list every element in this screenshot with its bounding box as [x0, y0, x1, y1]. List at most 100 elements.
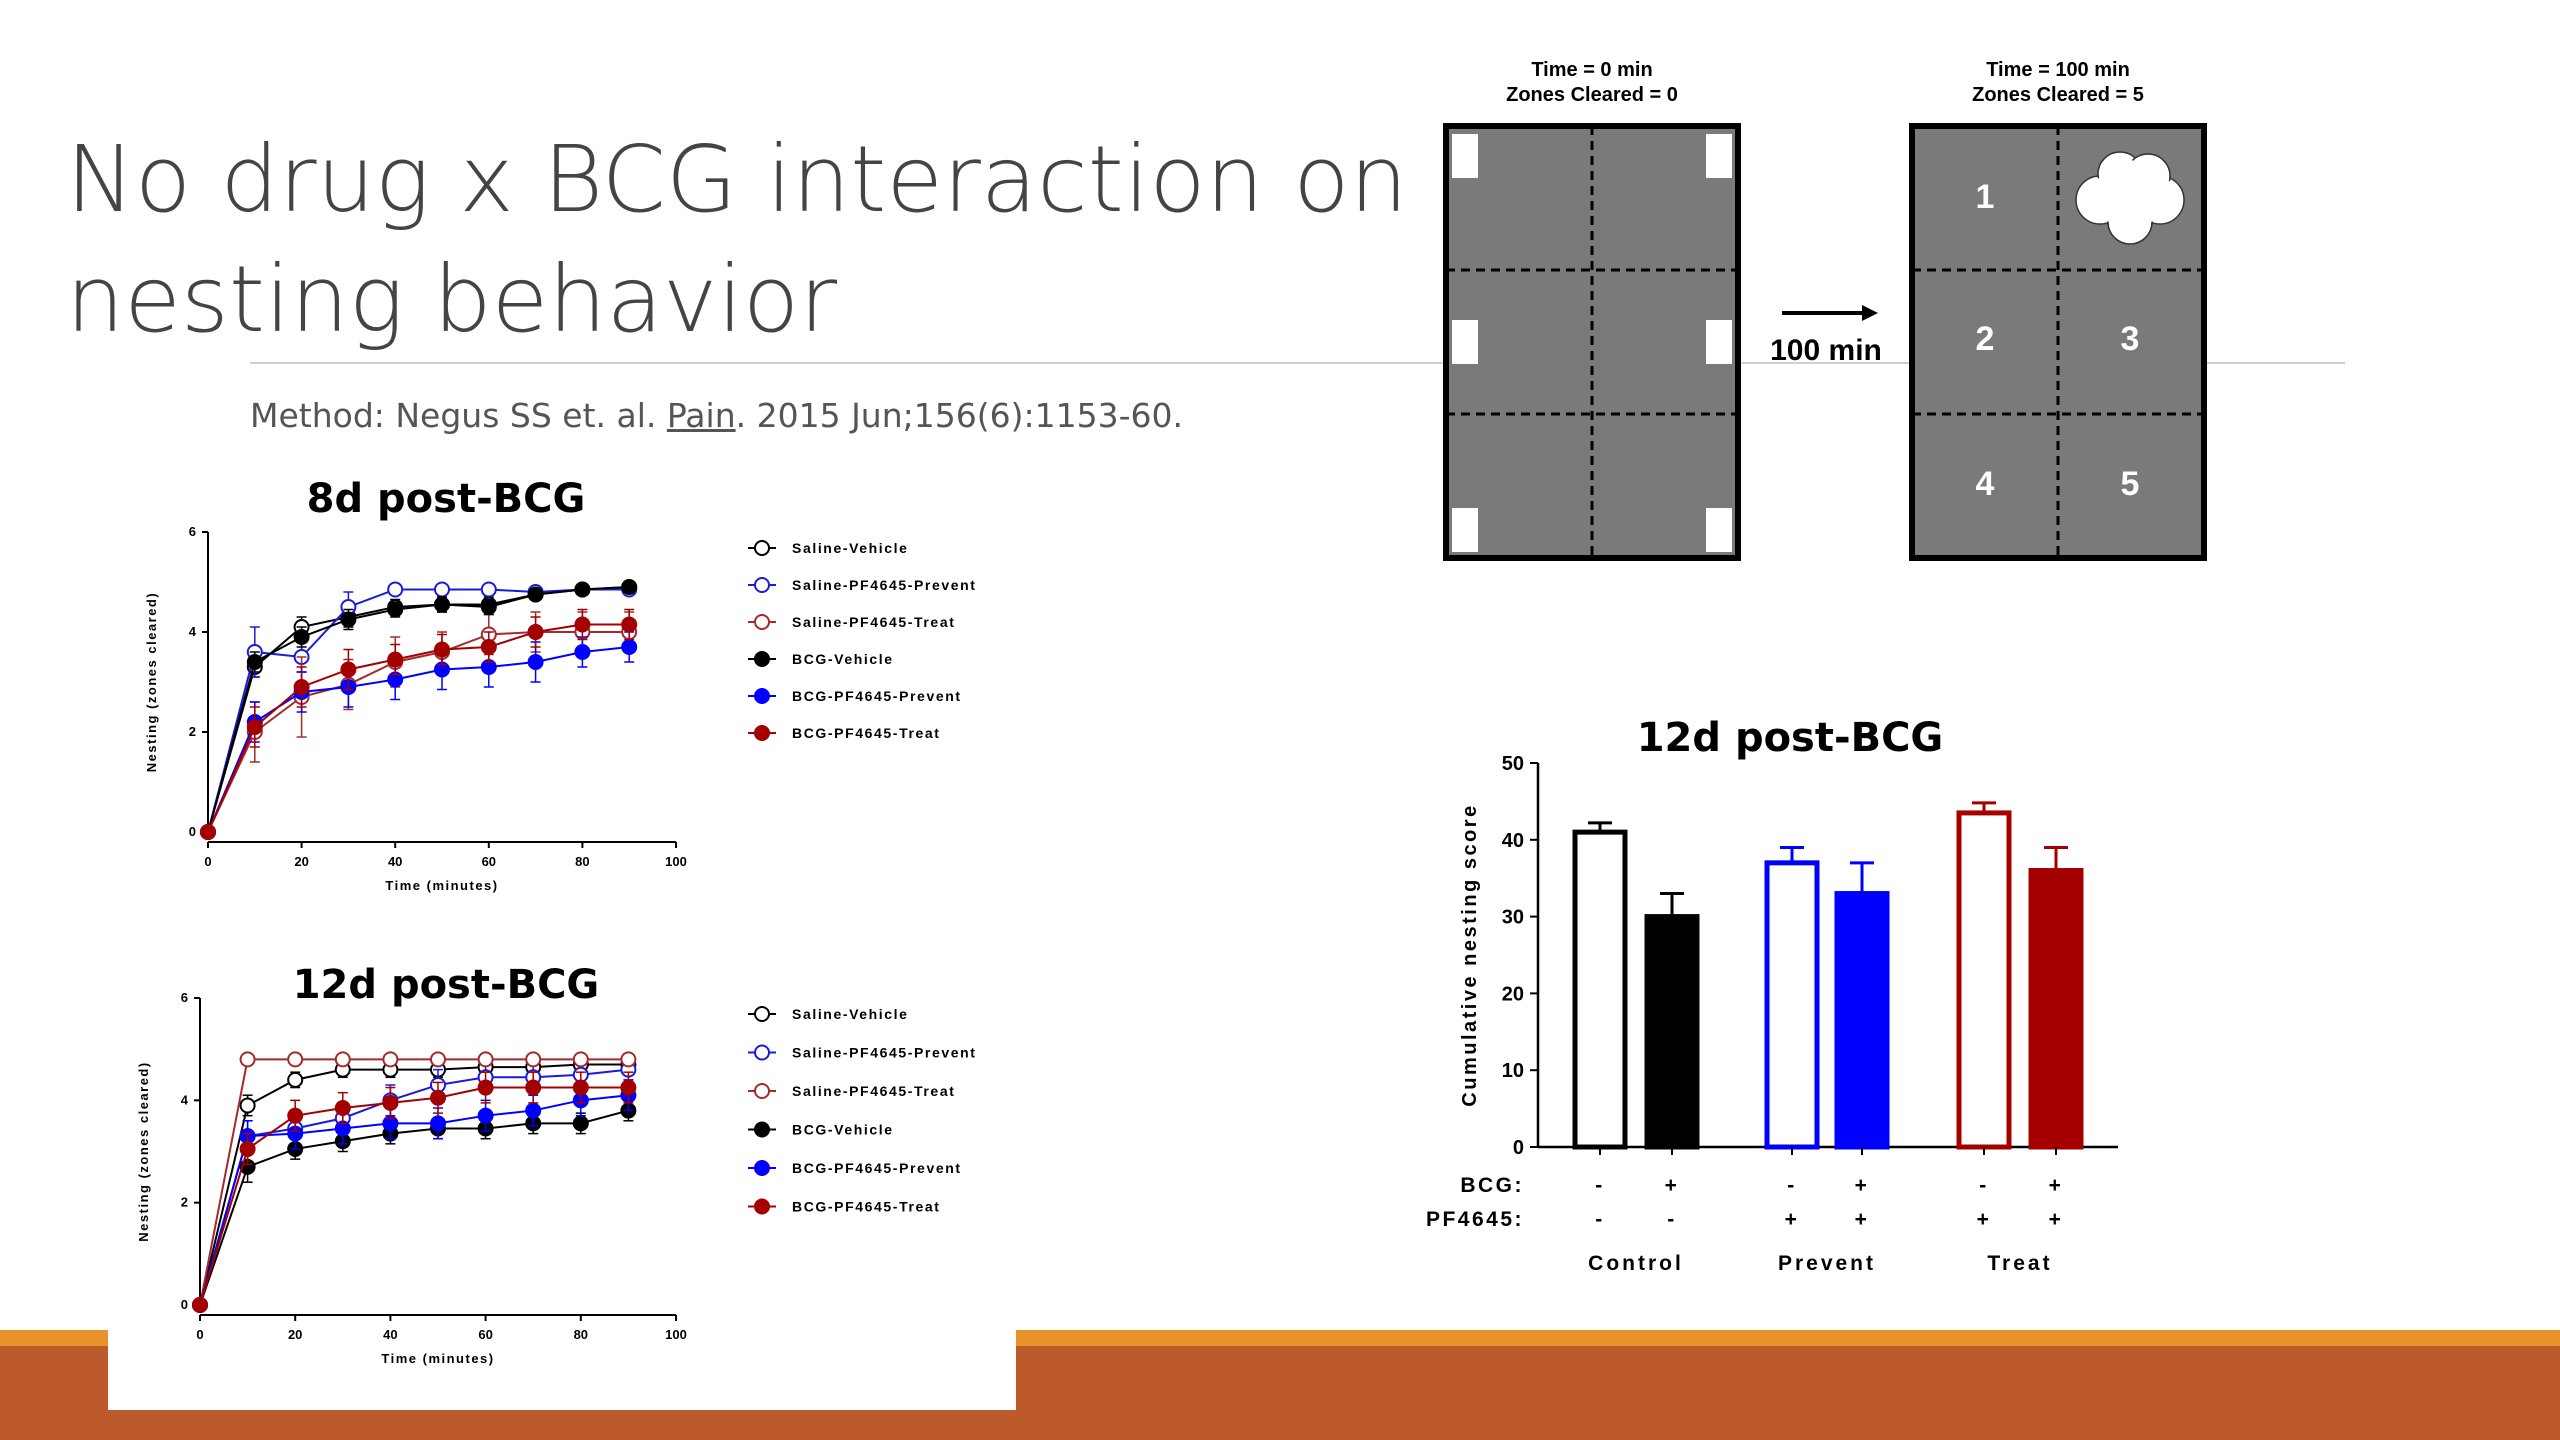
data-point — [430, 1115, 446, 1132]
series-line — [199, 1094, 629, 1306]
legend-label: Saline-PF4645-Treat — [792, 614, 955, 630]
x-axis-label: Time (minutes) — [385, 878, 498, 893]
series-line — [207, 586, 630, 833]
series-line — [199, 1086, 629, 1306]
nesting-material — [1706, 134, 1732, 178]
data-point — [287, 1107, 304, 1124]
series-line — [207, 646, 630, 833]
bar-chart-12d: 12d post-BCG 0 10 20 30 40 50 Cumulative nestin… — [1426, 715, 2118, 1275]
legend-marker — [754, 540, 770, 556]
data-point — [382, 1051, 399, 1068]
legend-label: Saline-PF4645-Prevent — [792, 577, 977, 593]
legend-label: BCG-Vehicle — [792, 651, 894, 667]
x-tick-label: 100 — [665, 854, 687, 869]
data-point — [334, 1051, 351, 1068]
group-label: Treat — [1987, 1252, 2052, 1275]
nest-cloud-icon — [2075, 151, 2185, 245]
data-point — [525, 1051, 542, 1068]
data-point — [572, 1079, 589, 1096]
bcg-sign: + — [1855, 1174, 1870, 1197]
data-point — [192, 1297, 208, 1313]
data-point — [434, 641, 450, 658]
chart-title: 12d post-BCG — [1637, 715, 1944, 761]
slide-title-line1: No drug x BCG interaction on — [66, 126, 1408, 233]
pf4645-sign: + — [2049, 1208, 2064, 1231]
y-tick-label: 10 — [1502, 1060, 1524, 1082]
data-point — [430, 1089, 446, 1106]
bcg-sign: - — [1787, 1174, 1797, 1197]
legend-label: BCG-PF4645-Prevent — [792, 1160, 962, 1176]
legend-marker — [754, 1083, 770, 1099]
pf4645-sign: - — [1595, 1208, 1605, 1231]
data-point — [621, 616, 638, 633]
bcg-sign: + — [1665, 1174, 1680, 1197]
y-tick-label: 20 — [1502, 983, 1524, 1005]
data-point — [434, 581, 450, 598]
data-point — [477, 1079, 494, 1096]
legend-marker — [754, 1160, 770, 1176]
data-point — [287, 1071, 304, 1088]
data-point — [572, 1051, 589, 1068]
x-tick-label: 40 — [388, 854, 402, 869]
method-citation: Method: Negus SS et. al. Pain. 2015 Jun;… — [250, 396, 1183, 435]
bar — [1764, 860, 1820, 1150]
y-tick-label: 30 — [1502, 907, 1524, 929]
data-point — [574, 644, 591, 660]
y-tick-label: 0 — [189, 824, 196, 839]
data-point — [527, 586, 544, 603]
pf4645-row-label: PF4645: — [1426, 1208, 1524, 1231]
legend-label: Saline-PF4645-Treat — [792, 1083, 955, 1099]
x-tick-label: 40 — [383, 1327, 397, 1342]
group-label: Control — [1588, 1252, 1684, 1275]
figure-background-card — [108, 1320, 1016, 1410]
bar — [2028, 868, 2084, 1150]
series-line — [199, 1109, 629, 1306]
bcg-sign: - — [1595, 1174, 1605, 1197]
data-point — [477, 1051, 494, 1068]
data-point — [239, 1051, 256, 1068]
slide-title: No drug x BCG interaction on nesting beh… — [66, 120, 1466, 360]
citation-suffix: . 2015 Jun;156(6):1153-60. — [735, 396, 1183, 435]
nesting-material — [1452, 320, 1478, 364]
legend-label: Saline-Vehicle — [792, 1006, 909, 1022]
series-line — [199, 1063, 629, 1306]
x-tick-label: 0 — [204, 854, 211, 869]
series-line — [207, 588, 630, 833]
data-point — [239, 1140, 256, 1157]
pf4645-sign: - — [1667, 1208, 1677, 1231]
zone-label: 1 — [1976, 178, 1995, 216]
zone-label: 5 — [2121, 465, 2140, 503]
data-point — [574, 616, 591, 633]
x-tick-label: 20 — [294, 854, 308, 869]
pf4645-sign: + — [1855, 1208, 1870, 1231]
legend-marker — [754, 1121, 770, 1138]
legend-label: Saline-Vehicle — [792, 540, 909, 556]
legend-marker — [754, 1044, 770, 1061]
legend-marker — [754, 577, 770, 593]
x-tick-label: 20 — [288, 1327, 302, 1342]
diagram-left-label2: Zones Cleared = 0 — [1506, 84, 1678, 106]
nesting-material — [1706, 320, 1732, 364]
x-tick-label: 60 — [482, 854, 496, 869]
nesting-zones-diagram: Time = 0 min Zones Cleared = 0 Time = 10… — [1443, 59, 2207, 561]
data-point — [387, 601, 404, 618]
nesting-material — [1706, 508, 1732, 552]
data-point — [430, 1051, 446, 1068]
data-point — [387, 651, 404, 668]
citation-journal: Pain — [666, 396, 736, 435]
data-point — [434, 596, 450, 613]
data-point — [480, 599, 497, 615]
zone-label: 4 — [1976, 465, 1995, 503]
data-point — [621, 579, 638, 595]
arrow-label: 100 min — [1770, 334, 1882, 367]
legend-marker — [754, 651, 770, 667]
bar — [1834, 891, 1890, 1150]
data-point — [480, 581, 497, 598]
series-line — [207, 586, 630, 833]
title-divider — [250, 362, 2345, 364]
data-point — [477, 1107, 494, 1124]
chart-title: 12d post-BCG — [293, 962, 600, 1008]
x-tick-label: 60 — [478, 1327, 492, 1342]
